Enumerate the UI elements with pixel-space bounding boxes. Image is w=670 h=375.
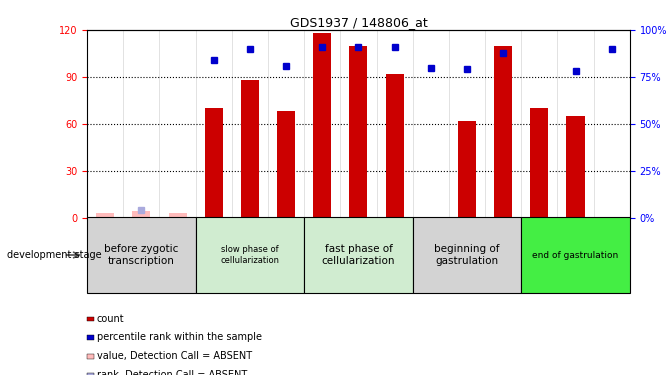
Text: beginning of
gastrulation: beginning of gastrulation <box>434 244 500 266</box>
Title: GDS1937 / 148806_at: GDS1937 / 148806_at <box>289 16 427 29</box>
Bar <box>96 213 114 217</box>
Text: development stage: development stage <box>7 250 101 260</box>
Bar <box>350 46 367 218</box>
Bar <box>413 217 521 292</box>
Bar <box>531 108 549 218</box>
Text: value, Detection Call = ABSENT: value, Detection Call = ABSENT <box>97 351 252 361</box>
Text: slow phase of
cellularization: slow phase of cellularization <box>220 245 279 265</box>
Bar <box>196 217 304 292</box>
Bar <box>277 111 295 218</box>
Text: percentile rank within the sample: percentile rank within the sample <box>97 333 262 342</box>
Text: before zygotic
transcription: before zygotic transcription <box>104 244 179 266</box>
Bar <box>133 211 151 217</box>
Text: fast phase of
cellularization: fast phase of cellularization <box>322 244 395 266</box>
Bar <box>241 80 259 218</box>
Bar <box>314 33 331 218</box>
Bar <box>521 217 630 292</box>
Text: rank, Detection Call = ABSENT: rank, Detection Call = ABSENT <box>97 370 247 375</box>
Bar <box>169 213 186 217</box>
Bar <box>304 217 413 292</box>
Text: count: count <box>97 314 125 324</box>
Bar <box>87 217 196 292</box>
Bar <box>386 74 403 217</box>
Bar <box>205 108 222 218</box>
Bar <box>494 46 513 218</box>
Bar <box>567 116 584 218</box>
Text: end of gastrulation: end of gastrulation <box>533 251 618 260</box>
Bar <box>458 121 476 218</box>
